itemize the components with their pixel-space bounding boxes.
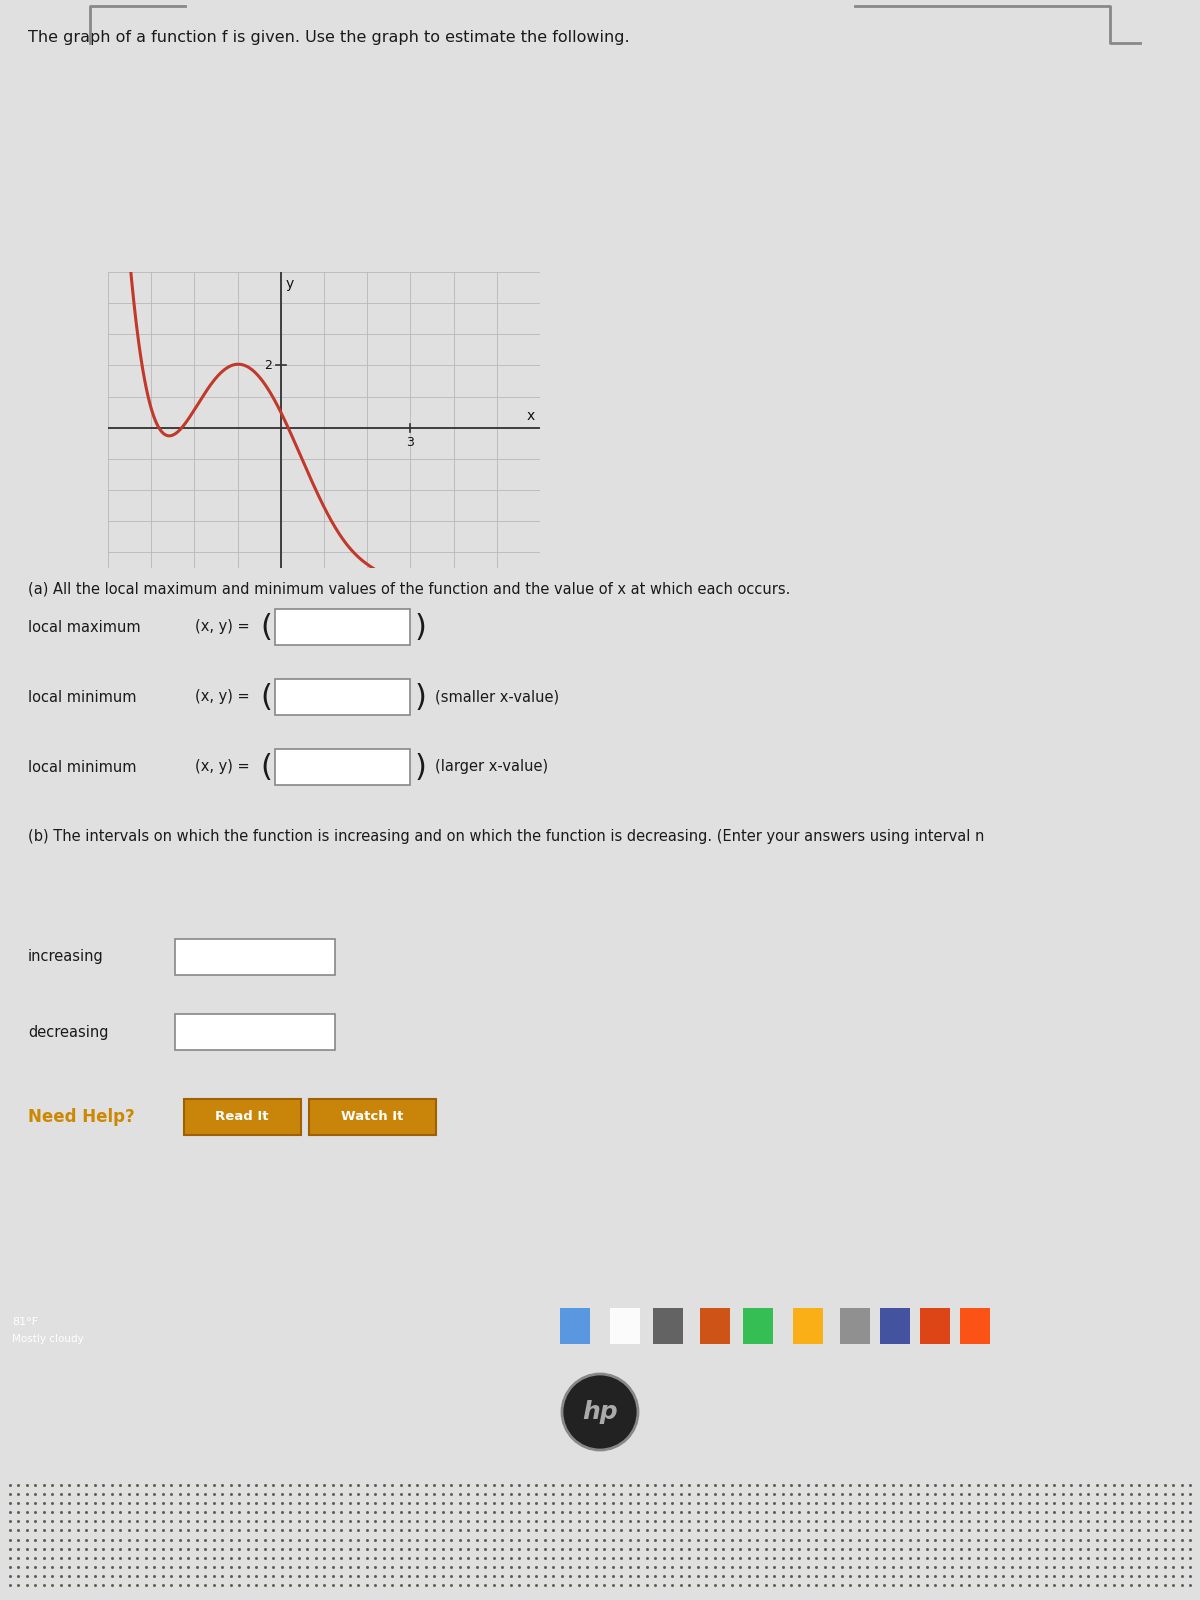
Text: hp: hp [582,1400,618,1424]
Text: local minimum: local minimum [28,760,137,774]
Text: Need Help?: Need Help? [28,1107,134,1126]
Text: (smaller x-value): (smaller x-value) [436,690,559,704]
Text: local maximum: local maximum [28,619,140,635]
Text: Watch It: Watch It [341,1110,403,1123]
Text: (: ( [260,752,272,781]
Text: local minimum: local minimum [28,690,137,704]
Text: ): ) [415,613,427,642]
Bar [653,1309,683,1344]
Text: decreasing: decreasing [28,1024,108,1040]
Bar [840,1309,870,1344]
Text: (x, y) =: (x, y) = [194,760,250,774]
Text: (a) All the local maximum and minimum values of the function and the value of x : (a) All the local maximum and minimum va… [28,582,791,597]
Bar [880,1309,910,1344]
Bar [560,1309,590,1344]
Bar [175,939,335,974]
Text: (larger x-value): (larger x-value) [436,760,548,774]
Text: (x, y) =: (x, y) = [194,690,250,704]
Text: 81°F: 81°F [12,1317,38,1326]
Bar [275,749,410,786]
Bar [920,1309,950,1344]
Text: 2: 2 [264,358,272,371]
Bar [175,1014,335,1050]
Bar [743,1309,773,1344]
Text: ): ) [415,683,427,712]
Text: (: ( [260,683,272,712]
Bar [275,610,410,645]
Text: (b) The intervals on which the function is increasing and on which the function : (b) The intervals on which the function … [28,829,984,845]
Bar [275,678,410,715]
Text: y: y [286,277,294,291]
Text: increasing: increasing [28,949,103,965]
Bar [960,1309,990,1344]
Text: Mostly cloudy: Mostly cloudy [12,1334,84,1344]
Bar [610,1309,640,1344]
Text: The graph of a function f is given. Use the graph to estimate the following.: The graph of a function f is given. Use … [28,30,630,45]
Text: ): ) [415,752,427,781]
Bar [793,1309,823,1344]
FancyBboxPatch shape [184,1099,301,1134]
Text: (: ( [260,613,272,642]
Text: (x, y) =: (x, y) = [194,619,250,635]
Text: Read It: Read It [215,1110,269,1123]
Text: x: x [527,410,535,422]
Circle shape [562,1374,638,1450]
Bar [700,1309,730,1344]
FancyBboxPatch shape [310,1099,436,1134]
Text: 3: 3 [407,435,414,448]
